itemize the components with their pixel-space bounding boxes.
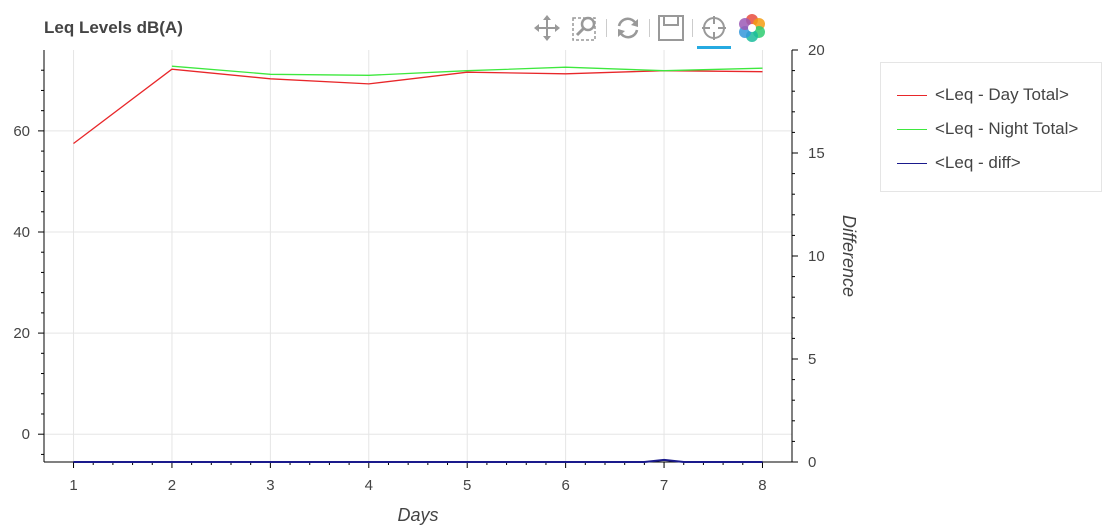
right-y-axis-label: Difference — [839, 215, 859, 297]
series-line-1 — [171, 65, 763, 76]
save-tool-button[interactable] — [654, 11, 688, 45]
x-tick-label: 6 — [561, 477, 569, 494]
reset-tool-button[interactable] — [611, 11, 645, 45]
reset-icon — [617, 17, 639, 39]
legend-swatch — [897, 128, 927, 130]
save-icon — [658, 15, 684, 41]
legend-label: <Leq - Night Total> — [935, 119, 1079, 138]
legend-label: <Leq - diff> — [935, 153, 1021, 172]
y2-tick-label: 15 — [808, 145, 825, 162]
pan-tool-button[interactable] — [530, 11, 564, 45]
series-lines — [73, 65, 763, 463]
toolbar-separator — [692, 19, 693, 37]
axes: 1 2 3 4 5 6 7 8 0 20 40 60 0 5 10 15 20 — [13, 42, 824, 494]
x-tick-label: 1 — [69, 477, 77, 494]
legend-item-diff[interactable]: <Leq - diff> — [897, 153, 1021, 173]
y-tick-label: 60 — [13, 123, 30, 140]
toolbar-separator — [606, 19, 607, 37]
x-tick-label: 2 — [168, 477, 176, 494]
bokeh-logo-icon — [739, 14, 765, 42]
move-arrows-icon — [534, 15, 560, 41]
y-tick-label: 0 — [22, 426, 30, 443]
legend-swatch — [897, 162, 927, 164]
y2-tick-label: 5 — [808, 351, 816, 368]
chart-title: Leq Levels dB(A) — [44, 18, 183, 37]
y-tick-label: 20 — [13, 325, 30, 342]
y2-tick-label: 20 — [808, 42, 825, 59]
y2-tick-label: 0 — [808, 454, 816, 471]
x-axis-label: Days — [397, 505, 438, 525]
legend-swatch — [897, 94, 927, 96]
plot-toolbar — [528, 8, 771, 49]
crosshair-tool-button[interactable] — [697, 11, 731, 49]
x-tick-label: 5 — [463, 477, 471, 494]
x-tick-label: 3 — [266, 477, 274, 494]
x-tick-label: 8 — [758, 477, 766, 494]
box-zoom-tool-button[interactable] — [568, 11, 602, 45]
legend-item-night-total[interactable]: <Leq - Night Total> — [897, 119, 1078, 139]
box-zoom-icon — [572, 16, 596, 41]
legend-label: <Leq - Day Total> — [935, 85, 1069, 104]
x-tick-label: 4 — [365, 477, 373, 494]
series-line-0 — [73, 68, 763, 145]
crosshair-icon — [702, 16, 726, 40]
x-tick-label: 7 — [660, 477, 668, 494]
y2-tick-label: 10 — [808, 248, 825, 265]
toolbar-separator — [649, 19, 650, 37]
y-tick-label: 40 — [13, 224, 30, 241]
series-line-2 — [73, 458, 763, 463]
grid-lines — [44, 50, 792, 462]
chart-legend: <Leq - Day Total> <Leq - Night Total> <L… — [880, 62, 1102, 192]
legend-item-day-total[interactable]: <Leq - Day Total> — [897, 85, 1069, 105]
bokeh-logo-link[interactable] — [735, 11, 769, 45]
